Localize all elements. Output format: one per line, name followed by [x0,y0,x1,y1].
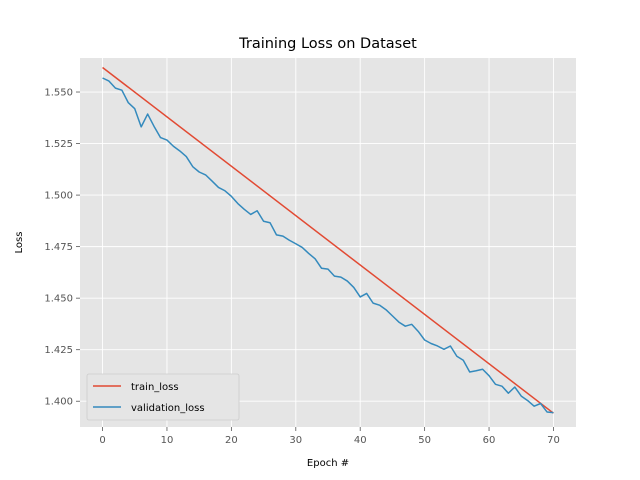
y-tick-label: 1.450 [44,294,73,305]
legend-label-train-loss: train_loss [131,382,179,393]
series-layer [102,66,554,414]
legend: train_loss validation_loss [86,373,240,421]
y-tick-label: 1.550 [44,88,73,99]
x-tick-label: 10 [161,435,174,446]
x-tick-label: 60 [483,435,496,446]
y-axis-ticks: 1.400 1.425 1.450 1.475 1.500 1.525 1.550 [44,88,80,408]
series-line-validation-loss [102,77,554,414]
y-tick-label: 1.500 [44,191,73,202]
x-tick-label: 70 [547,435,560,446]
x-axis-ticks: 0 10 20 30 40 50 60 70 [99,427,560,446]
y-tick-label: 1.425 [44,345,73,356]
chart-title: Training Loss on Dataset [238,36,417,52]
y-tick-label: 1.475 [44,242,73,253]
y-axis-label: Loss [14,232,25,254]
x-tick-label: 0 [99,435,105,446]
x-tick-label: 50 [418,435,431,446]
y-tick-label: 1.525 [44,139,73,150]
series-line-train-loss [102,66,554,414]
y-tick-label: 1.400 [44,397,73,408]
x-tick-label: 30 [289,435,302,446]
plot-area [80,58,576,427]
legend-label-validation-loss: validation_loss [131,403,205,414]
x-axis-label: Epoch # [307,458,349,469]
x-tick-label: 20 [225,435,238,446]
legend-box [86,373,240,421]
x-tick-label: 40 [354,435,367,446]
